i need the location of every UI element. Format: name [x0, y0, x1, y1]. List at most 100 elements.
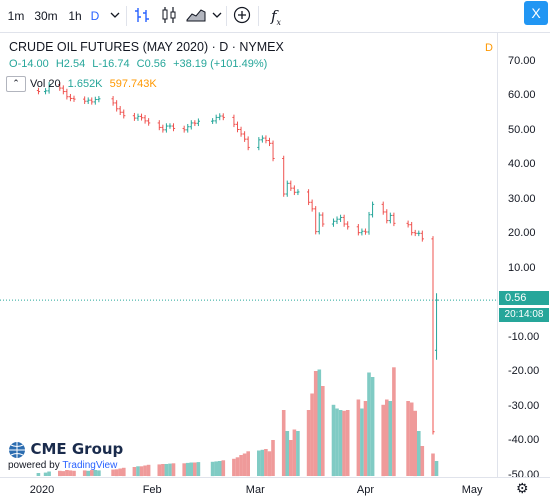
volume-bar: [61, 471, 66, 476]
interval-1m-button[interactable]: 1m: [7, 9, 25, 23]
volume-bar: [392, 367, 396, 477]
price-axis-label: 50.00: [508, 123, 536, 136]
chart-type-dropdown-icon[interactable]: [210, 6, 224, 26]
indicators-icon[interactable]: fx: [270, 7, 282, 27]
time-axis[interactable]: 2020 Feb Mar Apr May: [0, 477, 550, 500]
volume-bar: [338, 410, 343, 476]
volume-bar: [72, 470, 76, 477]
volume-bar: [139, 466, 144, 477]
price-axis-label: -10.00: [508, 330, 540, 343]
volume-bar: [335, 408, 339, 476]
volume-bar: [217, 461, 222, 476]
volume-bar: [264, 449, 268, 476]
settings-gear-icon[interactable]: ⚙: [516, 480, 529, 496]
volume-bar: [132, 467, 137, 476]
ohlc-bar: [214, 114, 218, 124]
interval-1h-button[interactable]: 1h: [68, 9, 82, 23]
ohlc-bar: [182, 125, 186, 133]
volume-bar: [296, 431, 300, 476]
ohlc-bar: [282, 155, 286, 197]
volume-bar: [409, 402, 414, 476]
volume-bar: [210, 461, 215, 477]
price-axis-label: -20.00: [508, 365, 540, 377]
ohlc-bar: [246, 136, 250, 151]
ohlc-bar: [413, 229, 417, 237]
ohlc-bar: [338, 214, 343, 222]
interval-d-button[interactable]: D: [90, 9, 100, 23]
close-button[interactable]: X: [524, 1, 548, 25]
volume-bar: [281, 410, 286, 476]
area-chart-type-icon[interactable]: [184, 6, 208, 26]
ohlc-bar: [346, 221, 350, 230]
ohlc-bar: [232, 114, 236, 128]
volume-bar: [285, 431, 290, 476]
volume-bar: [68, 470, 73, 476]
ohlc-bar: [388, 212, 392, 224]
volume-bar: [164, 464, 169, 476]
volume-bar: [292, 429, 297, 476]
ohlc-bar: [186, 123, 190, 133]
volume-bar: [221, 460, 226, 477]
ohlc-bar: [434, 293, 439, 360]
ohlc-bar: [335, 216, 339, 225]
volume-bar: [385, 399, 389, 476]
volume-bar: [58, 470, 62, 477]
ohlc-bar: [306, 189, 311, 206]
ohlc-bar: [193, 120, 197, 127]
volume-value-2: 597.743K: [109, 77, 157, 90]
ohlc-bar: [417, 230, 421, 237]
volume-bar: [146, 464, 151, 477]
volume-toggle-icon[interactable]: ⌃: [6, 76, 26, 92]
ohlc-bar: [406, 220, 410, 228]
volume-bar: [239, 455, 243, 476]
volume-bar: [168, 463, 172, 476]
ohlc-bar: [367, 211, 371, 235]
ohlc-bar: [93, 96, 97, 105]
volume-bar: [313, 371, 318, 476]
time-axis-label: Mar: [245, 484, 265, 496]
chart-title: CRUDE OIL FUTURES (MAY 2020) · D · NYMEX: [9, 40, 284, 54]
powered-by-label: powered by TradingView: [8, 460, 118, 471]
candle-chart-type-icon[interactable]: [158, 6, 180, 26]
ohlc-bar: [292, 185, 296, 196]
price-axis-label: 60.00: [508, 89, 536, 101]
time-axis-label: 2020: [29, 484, 55, 496]
ohlc-bar: [271, 140, 275, 162]
bar-countdown-tag: 20:14:08: [499, 308, 549, 322]
volume-bar: [271, 440, 275, 476]
bar-chart-type-icon[interactable]: [132, 6, 154, 26]
ohlc-bar: [285, 180, 289, 197]
ohlc-bar: [260, 135, 264, 143]
volume-bar: [189, 462, 194, 476]
chart-toolbar: 1m 30m 1h D fx X: [0, 0, 550, 33]
add-compare-icon[interactable]: [232, 6, 252, 26]
volume-value-1: 1.652K: [67, 77, 103, 90]
ohlc-bar: [72, 95, 76, 102]
ohlc-bar: [235, 121, 240, 133]
interval-30m-button[interactable]: 30m: [34, 9, 58, 23]
price-axis-label: 30.00: [508, 192, 536, 205]
volume-bar: [235, 457, 240, 477]
dividend-marker: D: [485, 42, 493, 54]
ohlc-bar: [136, 113, 140, 121]
volume-bar: [381, 404, 385, 477]
ohlc-bar: [356, 224, 360, 236]
time-axis-label: May: [461, 484, 483, 496]
price-axis[interactable]: 70.00 60.00 50.00 40.00 30.00 20.00 10.00 -10.0…: [497, 32, 550, 481]
tradingview-link[interactable]: TradingView: [62, 460, 118, 471]
volume-bar: [36, 473, 41, 476]
interval-dropdown-icon[interactable]: [108, 6, 122, 26]
ohlc-bar: [331, 218, 336, 227]
ohlc-bar: [243, 131, 247, 142]
ohlc-bar: [115, 100, 119, 112]
ohlc-bar: [161, 124, 165, 133]
ohlc-bar: [317, 212, 321, 235]
volume-bar: [267, 451, 272, 477]
ohlc-bar: [296, 189, 300, 196]
price-axis-label: 20.00: [508, 227, 536, 239]
ohlc-bar: [86, 97, 90, 104]
price-bars: [36, 81, 439, 435]
volume-bar: [388, 401, 393, 476]
ohlc-bar: [342, 214, 346, 227]
